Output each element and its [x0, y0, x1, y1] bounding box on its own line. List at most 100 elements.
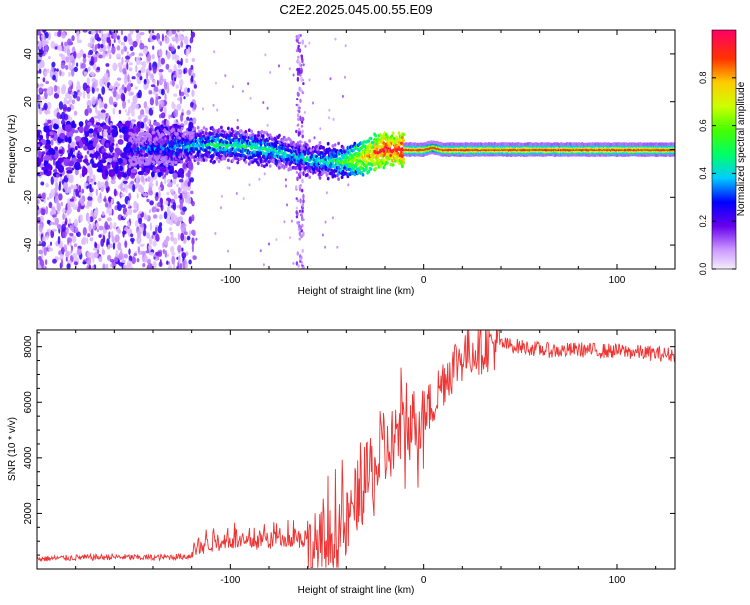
heatmap-cell: [60, 201, 63, 207]
heatmap-cell: [298, 184, 301, 188]
heatmap-cell: [187, 87, 190, 93]
heatmap-cell: [158, 57, 161, 66]
heatmap-cell: [257, 162, 260, 167]
heatmap-cell: [152, 130, 156, 135]
heatmap-cell: [186, 235, 191, 241]
heatmap-cell: [163, 211, 168, 220]
heatmap-cell: [79, 197, 84, 204]
heatmap-cell: [89, 36, 95, 45]
heatmap-cell: [207, 136, 211, 140]
heatmap-cell: [318, 141, 322, 145]
heatmap-cell: [98, 217, 102, 222]
heatmap-cell: [189, 177, 194, 183]
heatmap-cell: [198, 149, 201, 154]
heatmap-cell: [99, 192, 102, 199]
heatmap-cell: [178, 195, 183, 199]
heatmap-cell: [183, 120, 188, 125]
heatmap-cell: [48, 56, 51, 60]
heatmap-cell: [231, 85, 234, 89]
heatmap-cell: [186, 152, 190, 157]
heatmap-cell: [71, 35, 75, 42]
heatmap-cell: [332, 117, 335, 121]
heatmap-cell: [123, 253, 128, 259]
heatmap-cell: [187, 170, 191, 177]
heatmap-cell: [188, 125, 192, 130]
heatmap-cell: [171, 72, 174, 81]
heatmap-cell: [266, 106, 269, 110]
heatmap-cell: [116, 77, 122, 81]
heatmap-cell: [65, 167, 73, 171]
heatmap-cell: [150, 84, 156, 88]
heatmap-cell: [50, 176, 54, 185]
heatmap-cell: [171, 255, 176, 265]
heatmap-cell: [87, 144, 95, 151]
heatmap-cell: [176, 60, 180, 65]
heatmap-cell: [177, 64, 182, 68]
heatmap-cell: [38, 150, 42, 159]
heatmap-cell: [231, 129, 235, 134]
heatmap-cell: [192, 231, 196, 237]
heatmap-cell: [162, 249, 165, 254]
heatmap-cell: [101, 86, 106, 95]
heatmap-cell: [167, 132, 171, 136]
heatmap-cell: [101, 249, 106, 255]
heatmap-cell: [308, 78, 311, 82]
heatmap-cell: [128, 255, 133, 262]
heatmap-cell: [76, 62, 79, 67]
heatmap-cell: [164, 176, 167, 185]
heatmap-cell: [125, 55, 131, 60]
heatmap-cell: [126, 62, 129, 70]
heatmap-cell: [195, 157, 199, 162]
heatmap-cell: [196, 125, 200, 130]
heatmap-cell: [124, 120, 131, 127]
heatmap-cell: [110, 263, 113, 268]
heatmap-cell: [160, 181, 163, 188]
heatmap-cell: [164, 142, 168, 147]
heatmap-cell: [132, 40, 138, 48]
heatmap-cell: [59, 69, 62, 77]
heatmap-cell: [83, 71, 88, 76]
heatmap-cell: [195, 237, 198, 241]
heatmap-cell: [299, 198, 302, 204]
heatmap-cell: [107, 244, 110, 250]
heatmap-cell: [63, 97, 68, 106]
heatmap-cell: [121, 204, 126, 208]
heatmap-cell: [355, 158, 359, 163]
heatmap-cell: [105, 169, 109, 177]
heatmap-cell: [120, 248, 123, 258]
heatmap-cell: [376, 137, 380, 141]
heatmap-cell: [302, 82, 305, 86]
heatmap-cell: [263, 172, 266, 176]
heatmap-cell: [132, 209, 137, 213]
heatmap-cell: [116, 123, 123, 127]
heatmap-cell: [185, 261, 189, 269]
heatmap-cell: [180, 40, 184, 48]
heatmap-cell: [295, 185, 298, 190]
heatmap-cell: [170, 46, 175, 52]
heatmap-cell: [122, 180, 128, 184]
heatmap-cell: [77, 155, 84, 159]
heatmap-cell: [82, 261, 87, 265]
heatmap-cell: [71, 127, 75, 134]
heatmap-cell: [136, 258, 140, 263]
heatmap-cell: [50, 139, 54, 146]
heatmap-cell: [43, 125, 49, 131]
heatmap-cell: [150, 176, 154, 183]
heatmap-cell: [45, 183, 49, 188]
heatmap-cell: [66, 38, 72, 46]
heatmap-cell: [37, 209, 41, 215]
heatmap-cell: [97, 180, 101, 190]
heatmap-cell: [108, 115, 111, 123]
heatmap-cell: [106, 217, 112, 222]
heatmap-cell: [295, 206, 298, 210]
heatmap-cell: [60, 62, 66, 70]
heatmap-cell: [171, 252, 176, 256]
heatmap-cell: [168, 181, 173, 187]
heatmap-cell: [83, 145, 88, 151]
heatmap-cell: [37, 30, 41, 36]
heatmap-cell: [173, 103, 176, 111]
heatmap-cell: [292, 73, 295, 77]
heatmap-cell: [299, 73, 302, 77]
heatmap-cell: [300, 54, 303, 58]
